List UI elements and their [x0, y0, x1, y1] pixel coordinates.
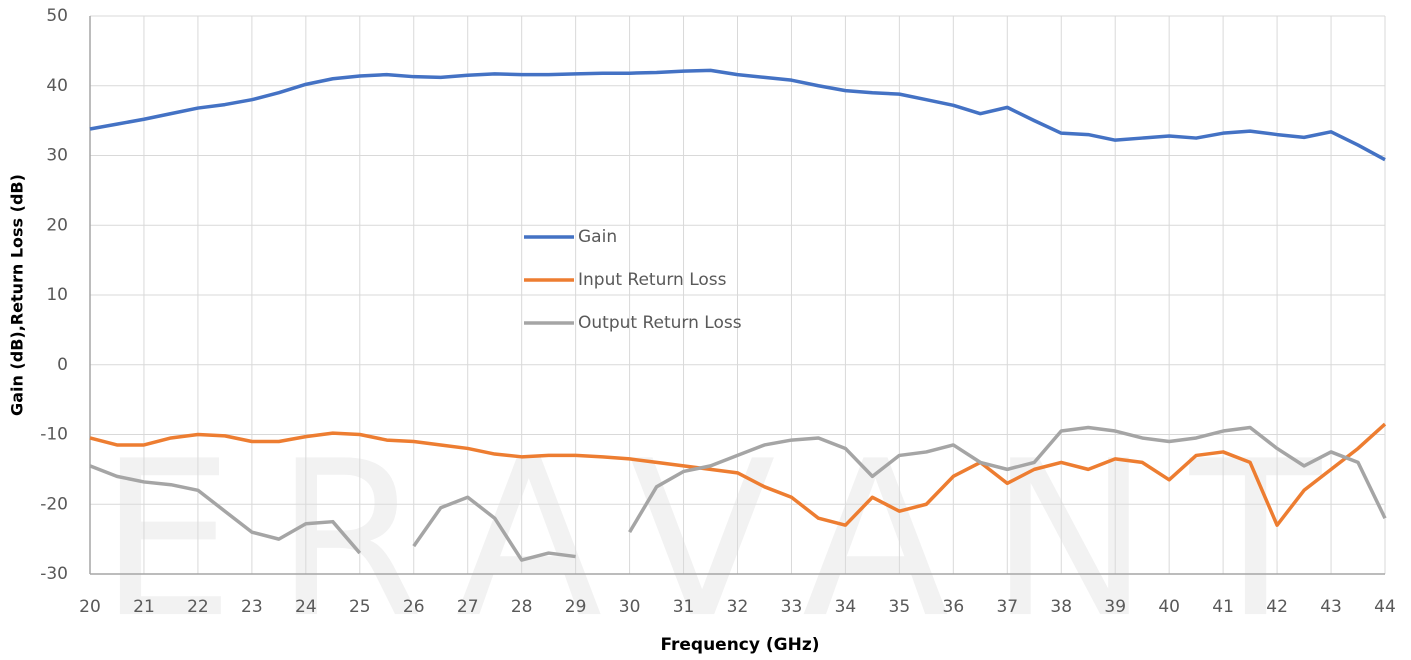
y-tick-label: 20 [46, 215, 68, 235]
x-tick-label: 40 [1158, 597, 1180, 617]
legend-label: Input Return Loss [578, 270, 727, 290]
y-tick-label: 50 [46, 6, 68, 26]
y-tick-label: -10 [40, 425, 68, 445]
x-tick-label: 38 [1050, 597, 1072, 617]
x-tick-label: 26 [403, 597, 425, 617]
y-tick-label: -20 [40, 494, 68, 514]
series-line [89, 464, 362, 555]
x-tick-label: 39 [1104, 597, 1126, 617]
x-tick-label: 32 [727, 597, 749, 617]
x-tick-label: 35 [889, 597, 911, 617]
x-tick-label: 44 [1374, 597, 1396, 617]
series-line [628, 425, 1387, 534]
x-tick-label: 29 [565, 597, 587, 617]
x-tick-label: 25 [349, 597, 371, 617]
x-tick-label: 36 [943, 597, 965, 617]
x-tick-label: 28 [511, 597, 533, 617]
watermark: ERAVANT [99, 414, 1361, 660]
legend-label: Gain [578, 227, 617, 247]
series-line [89, 422, 1387, 527]
x-tick-label: 20 [79, 597, 101, 617]
x-tick-label: 27 [457, 597, 479, 617]
y-tick-label: 0 [57, 355, 68, 375]
x-tick-label: 42 [1266, 597, 1288, 617]
x-tick-label: 22 [187, 597, 209, 617]
series-line [89, 68, 1386, 162]
y-tick-label: 10 [46, 285, 68, 305]
y-tick-label: 30 [46, 146, 68, 166]
x-tick-label: 23 [241, 597, 263, 617]
x-tick-label: 24 [295, 597, 317, 617]
y-axis-label: Gain (dB),Return Loss (dB) [8, 174, 27, 416]
y-tick-label: -30 [40, 564, 68, 584]
x-tick-label: 31 [673, 597, 695, 617]
x-tick-label: 30 [619, 597, 641, 617]
x-axis-label: Frequency (GHz) [660, 635, 819, 655]
y-tick-label: 40 [46, 76, 68, 96]
x-tick-label: 43 [1320, 597, 1342, 617]
x-tick-label: 33 [781, 597, 803, 617]
legend-label: Output Return Loss [578, 313, 742, 333]
x-tick-label: 34 [835, 597, 857, 617]
x-tick-label: 41 [1212, 597, 1234, 617]
x-tick-label: 37 [996, 597, 1018, 617]
series-line [412, 495, 576, 562]
x-tick-label: 21 [133, 597, 155, 617]
